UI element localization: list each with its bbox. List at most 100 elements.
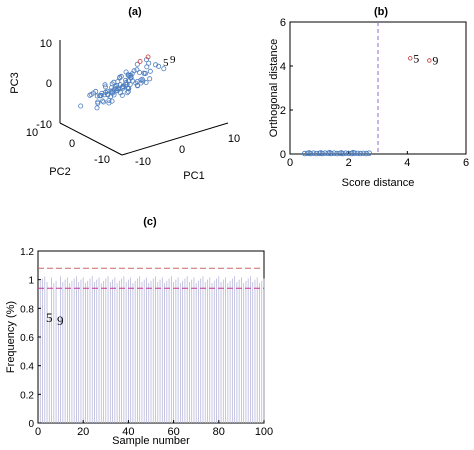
panel-c-xtick-label: 40 <box>122 426 134 438</box>
panel-b-point <box>306 150 312 156</box>
panel-b-point <box>338 150 345 156</box>
panel-c-x-label: Sample number <box>112 435 190 447</box>
panel-a-point <box>156 63 162 69</box>
panel-c-ytick-label: 0 <box>28 419 34 430</box>
panel-a-points <box>78 54 167 111</box>
panel-c-bars <box>39 276 265 423</box>
panel-a-3d-scatter: (a) 10 0 -10 PC3 10 0 -10 PC2 -10 0 10 P… <box>9 6 240 182</box>
panel-a-point <box>136 70 142 76</box>
panel-a-point <box>115 79 121 85</box>
panel-a-point <box>119 92 125 98</box>
panel-a-annotation-5: 5 <box>163 57 169 69</box>
panel-b-x-label: Score distance <box>342 177 415 189</box>
panel-a-label: (a) <box>128 6 142 18</box>
panel-a-point <box>102 84 108 90</box>
panel-b-xtick-label: 2 <box>346 157 352 169</box>
panel-a-annotation-9: 9 <box>170 54 176 66</box>
panel-b-ticks: 0 2 4 6 0 2 4 6 <box>280 17 469 169</box>
panel-a-point <box>88 92 94 98</box>
panel-b-outlier-point <box>408 56 413 61</box>
panel-a-y-axis <box>59 122 123 156</box>
panel-a-z-label: PC3 <box>9 72 21 93</box>
panel-c-ytick-label: 0.6 <box>20 333 34 344</box>
panel-b-point <box>350 149 356 156</box>
panel-a-outlier-point <box>145 54 151 60</box>
panel-a-y-label: PC2 <box>49 166 70 178</box>
panel-b-outlier-point <box>427 58 432 63</box>
panel-c-xtick-label: 80 <box>213 426 225 438</box>
panel-a-point <box>125 85 131 91</box>
panel-c-ytick-label: 1.2 <box>20 247 34 258</box>
panel-c-xtick-label: 60 <box>167 426 179 438</box>
panel-b-xtick-label: 6 <box>463 157 469 169</box>
panel-a-point <box>134 82 140 88</box>
panel-a-point <box>109 98 115 104</box>
panel-b-ytick-label: 4 <box>280 61 286 73</box>
panel-a-ytick: 0 <box>69 138 75 150</box>
panel-a-ztick: 0 <box>46 78 52 90</box>
panel-a-point <box>101 99 107 105</box>
panel-a-point <box>93 88 99 94</box>
panel-b-points <box>301 149 372 157</box>
panel-c-label: (c) <box>143 216 157 228</box>
panel-b-outlier-label: 5 <box>413 51 419 65</box>
panel-b-point <box>363 150 370 157</box>
panel-b-outlier-label: 9 <box>432 54 438 68</box>
panel-a-x-label: PC1 <box>183 170 204 182</box>
panel-a-point <box>102 82 108 88</box>
panel-a-point <box>94 105 100 111</box>
panel-c-ytick-label: 0.4 <box>20 362 34 373</box>
panel-a-point <box>123 77 129 83</box>
panel-a-point <box>143 80 149 86</box>
panel-a-point <box>97 93 103 99</box>
panel-a-point <box>147 76 153 82</box>
panel-a-x-axis <box>121 122 229 156</box>
panel-a-point <box>161 66 167 72</box>
panel-a-point <box>109 85 115 91</box>
panel-a-point <box>114 88 120 94</box>
panel-a-ytick: -10 <box>94 154 110 166</box>
panel-a-point <box>124 90 130 96</box>
panel-c-frequency-chart: (c) 0 20 40 60 80 100 0 0.2 0.4 0.6 0.8 1 1.2 5 9 Sa… <box>5 216 273 447</box>
panel-a-ytick: 10 <box>26 127 38 139</box>
panel-c-y-label: Frequency (%) <box>5 301 17 373</box>
panel-b-point <box>318 150 324 156</box>
panel-b-ytick-label: 6 <box>280 17 286 29</box>
panel-a-point <box>106 98 112 104</box>
panel-c-annotation-5: 5 <box>46 310 53 325</box>
panel-a-point <box>120 85 126 91</box>
panel-a-point <box>125 89 131 95</box>
panel-a-ztick: -10 <box>36 119 52 131</box>
panel-b-point <box>326 149 333 156</box>
panel-a-xtick: 10 <box>228 133 240 145</box>
panel-b-point <box>357 150 364 157</box>
panel-c-xtick-label: 100 <box>255 426 273 438</box>
panel-a-point <box>147 68 153 74</box>
panel-a-point <box>146 60 152 66</box>
panel-c-ytick-label: 0.2 <box>20 390 34 401</box>
panel-a-xtick: -10 <box>135 156 151 168</box>
panel-a-point <box>100 98 106 104</box>
panel-a-point <box>118 73 124 79</box>
panel-a-point <box>123 80 129 86</box>
panel-a-point <box>134 67 140 73</box>
panel-c-ytick-label: 1 <box>28 276 34 287</box>
panel-a-ztick: 10 <box>40 38 52 50</box>
panel-a-point <box>128 72 134 78</box>
panel-c-annotation-9: 9 <box>57 313 64 328</box>
panel-a-point <box>125 72 131 78</box>
panel-a-point <box>141 71 147 77</box>
panel-c-xtick-label: 0 <box>35 426 41 438</box>
panel-a-point <box>109 81 115 87</box>
panel-b-point <box>366 150 372 156</box>
panel-a-point <box>115 85 121 91</box>
panel-b-xtick-label: 4 <box>404 157 410 169</box>
panel-b-ytick-label: 0 <box>280 149 286 161</box>
panel-a-point <box>78 103 84 109</box>
panel-c-ytick-label: 0.8 <box>20 304 34 315</box>
panel-a-point <box>153 62 159 68</box>
panel-b-ytick-label: 2 <box>280 105 286 117</box>
